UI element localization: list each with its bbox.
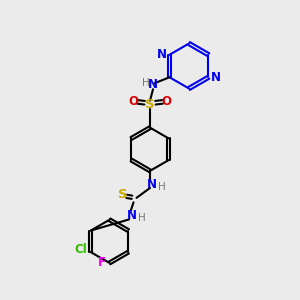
Text: N: N (146, 178, 157, 191)
Text: N: N (211, 71, 221, 84)
Text: N: N (157, 48, 167, 61)
Text: N: N (127, 209, 137, 222)
Text: N: N (148, 78, 158, 91)
Text: F: F (98, 256, 106, 269)
Text: Cl: Cl (74, 243, 87, 256)
Text: O: O (161, 95, 172, 108)
Text: H: H (138, 213, 146, 223)
Text: H: H (142, 78, 149, 88)
Text: H: H (158, 182, 165, 192)
Text: S: S (145, 98, 155, 111)
Text: S: S (118, 188, 128, 201)
Text: O: O (128, 95, 139, 108)
